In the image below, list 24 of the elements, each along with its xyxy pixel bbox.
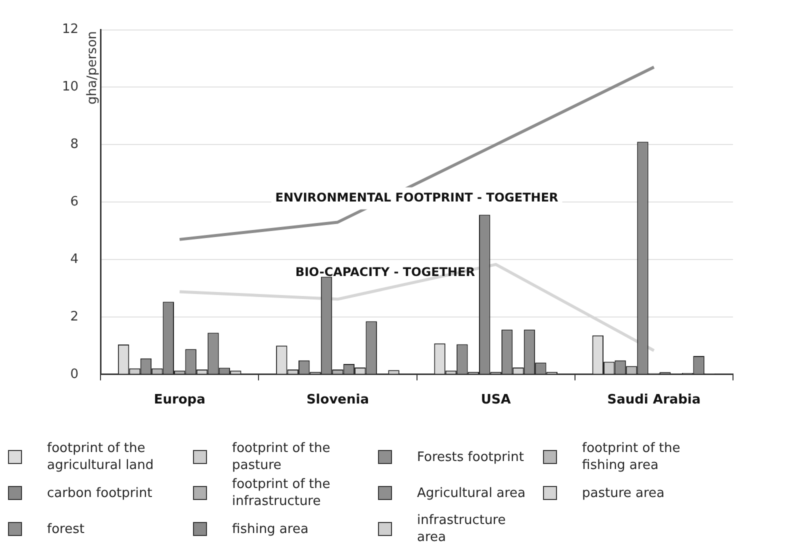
legend-label: forest (47, 520, 86, 538)
legend-label: pasture area (582, 484, 666, 502)
legend-label: Forests footprint (417, 448, 525, 466)
legend-label: footprint of the infrastructure (232, 476, 332, 510)
legend-label: footprint of the fishing area (582, 440, 682, 474)
y-tick-label: 8 (70, 137, 79, 152)
series-label: ENVIRONMENTAL FOOTPRINT - TOGETHER (275, 190, 558, 205)
legend-label: carbon footprint (47, 484, 154, 502)
series-label: BIO-CAPACITY - TOGETHER (295, 264, 475, 279)
y-tick-label: 0 (70, 366, 79, 382)
x-tick-label: Saudi Arabia (607, 392, 701, 408)
x-tick-label: Europa (154, 392, 206, 408)
x-tick-label: Slovenia (306, 392, 369, 408)
y-tick-label: 4 (70, 252, 79, 267)
y-axis-title: gha/person (84, 31, 100, 105)
y-tick-label: 6 (70, 194, 79, 210)
x-tick-label: USA (480, 392, 511, 408)
y-tick-label: 2 (70, 309, 79, 324)
y-tick-label: 10 (62, 80, 79, 95)
legend-label: Agricultural area (417, 484, 526, 502)
legend-label: fishing area (232, 520, 310, 538)
y-tick-label: 12 (62, 22, 79, 38)
legend-label: footprint of the agricultural land (47, 440, 155, 474)
legend-label: infrastructure area (417, 512, 507, 546)
